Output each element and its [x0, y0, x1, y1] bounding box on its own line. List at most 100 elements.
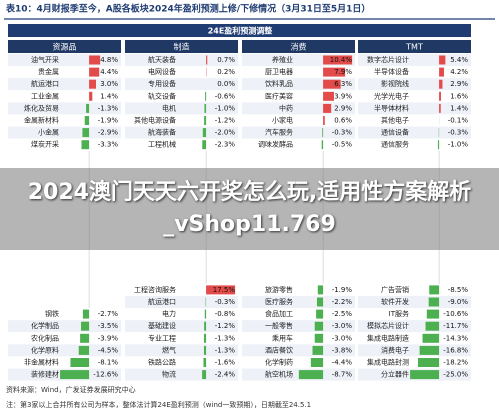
value-bar: [206, 56, 207, 65]
value-bar: [315, 322, 323, 331]
row-value: -0.3%: [215, 298, 236, 306]
row-label: 电网设备: [148, 67, 176, 76]
value-bar: [70, 358, 89, 367]
row-value: 0.7%: [217, 56, 235, 64]
row-label: 小家电: [272, 116, 293, 125]
row-label: 工业金属: [31, 91, 59, 100]
value-bar: [429, 298, 439, 307]
value-bar: [204, 346, 206, 355]
value-bar: [439, 56, 445, 65]
row-value: -1.2%: [215, 117, 236, 125]
row-label: 电力: [162, 309, 176, 318]
row-value: 5.4%: [450, 56, 468, 64]
row-value: -4.5%: [98, 346, 119, 354]
note: 注：第3家以上合并所有公司为样本，整体法计算24E盈利预测（wind一致预期），…: [6, 400, 311, 409]
row-label: 集成电路制造: [367, 333, 409, 342]
row-label: 调味发酵品: [258, 140, 293, 149]
row-value: -1.0%: [448, 141, 469, 149]
row-label: 酒店餐饮: [265, 345, 293, 354]
value-bar: [313, 346, 324, 355]
value-bar: [418, 358, 439, 367]
row-value: -1.0%: [215, 104, 236, 112]
row-value: -0.8%: [215, 310, 236, 318]
value-bar: [204, 116, 206, 125]
value-bar: [80, 334, 89, 343]
row-label: 汽车服务: [265, 128, 293, 137]
row-value: 6.3%: [334, 80, 352, 88]
row-label: 航天装备: [148, 55, 176, 64]
row-label: 广告营销: [381, 285, 409, 294]
row-value: -3.3%: [98, 141, 119, 149]
value-bar: [315, 334, 323, 343]
row-value: 0.2%: [217, 68, 235, 76]
row-label: 航运港口: [148, 297, 176, 306]
row-label: 燃气: [162, 345, 176, 354]
value-bar: [202, 370, 206, 379]
value-bar: [203, 358, 206, 367]
row-value: -0.3%: [448, 129, 469, 137]
figure-title: 表10：4月财报季至今，A股各板块2024年盈利预测上修/下修情况（3月31日至…: [5, 3, 370, 15]
row-value: -4.4%: [332, 359, 353, 367]
row-label: 半导体设备: [374, 67, 409, 76]
row-value: -14.3%: [443, 334, 468, 342]
row-label: 农化制品: [31, 333, 59, 342]
row-value: -11.7%: [443, 322, 468, 330]
row-label: 其他电子: [381, 116, 409, 125]
value-bar: [89, 92, 92, 101]
row-label: 化学原料: [31, 345, 59, 354]
row-label: 化学制药: [265, 358, 293, 367]
row-label: 医疗服务: [265, 297, 293, 306]
row-label: 电机: [162, 103, 176, 112]
value-bar: [203, 128, 206, 137]
row-label: 医疗美容: [265, 91, 293, 100]
value-bar: [322, 128, 323, 137]
value-bar: [60, 370, 89, 379]
row-label: 中药: [279, 103, 293, 112]
row-value: -2.0%: [215, 129, 236, 137]
value-bar: [323, 92, 334, 101]
row-label: 旅游零售: [265, 285, 293, 294]
table-title: 24E盈利预测调整: [208, 26, 273, 36]
row-label: 煤炭开采: [31, 140, 59, 149]
row-label: 物流: [162, 370, 176, 379]
row-value: -8.5%: [448, 286, 469, 294]
group-name: 资源品: [53, 42, 77, 52]
value-bar: [82, 140, 90, 149]
value-bar: [79, 346, 89, 355]
row-label: 基础建设: [148, 321, 176, 330]
row-label: 软件开发: [381, 297, 409, 306]
row-label: 其他电源设备: [134, 116, 176, 125]
row-label: 数字芯片设计: [367, 55, 409, 64]
row-value: 1.4%: [450, 104, 468, 112]
row-value: -8.1%: [98, 359, 119, 367]
row-label: 消费电子: [381, 345, 409, 354]
value-bar: [89, 68, 99, 77]
row-label: 厨卫电器: [265, 67, 293, 76]
row-label: 工程咨询服务: [134, 285, 176, 294]
value-bar: [89, 80, 96, 89]
value-bar: [439, 68, 444, 77]
row-value: 2.9%: [450, 80, 468, 88]
row-label: 钢铁: [45, 309, 59, 318]
row-value: 4.2%: [450, 68, 468, 76]
value-bar: [429, 285, 439, 294]
value-bar: [311, 358, 323, 367]
row-label: 非金属材料: [24, 358, 59, 367]
row-value: -1.3%: [98, 104, 119, 112]
row-value: -1.9%: [98, 117, 119, 125]
row-label: 航海装备: [148, 128, 176, 137]
row-value: -1.2%: [215, 322, 236, 330]
source: 资料来源：Wind，广发证券发展研究中心: [6, 385, 136, 394]
row-label: IT服务: [389, 309, 409, 318]
row-value: 10.4%: [330, 56, 353, 64]
row-label: 饮料乳品: [265, 79, 293, 88]
row-label: 一般零售: [265, 321, 293, 330]
row-value: -9.0%: [448, 298, 469, 306]
overlay-text: 2024澳门天天六开奖怎么玩,适用性方案解析_vShop11.769: [25, 177, 475, 241]
row-label: 小金属: [38, 128, 59, 137]
row-label: 化学制品: [31, 321, 59, 330]
row-value: 1.4%: [100, 92, 118, 100]
row-label: 贵金属: [38, 67, 59, 76]
row-value: -3.0%: [332, 322, 353, 330]
